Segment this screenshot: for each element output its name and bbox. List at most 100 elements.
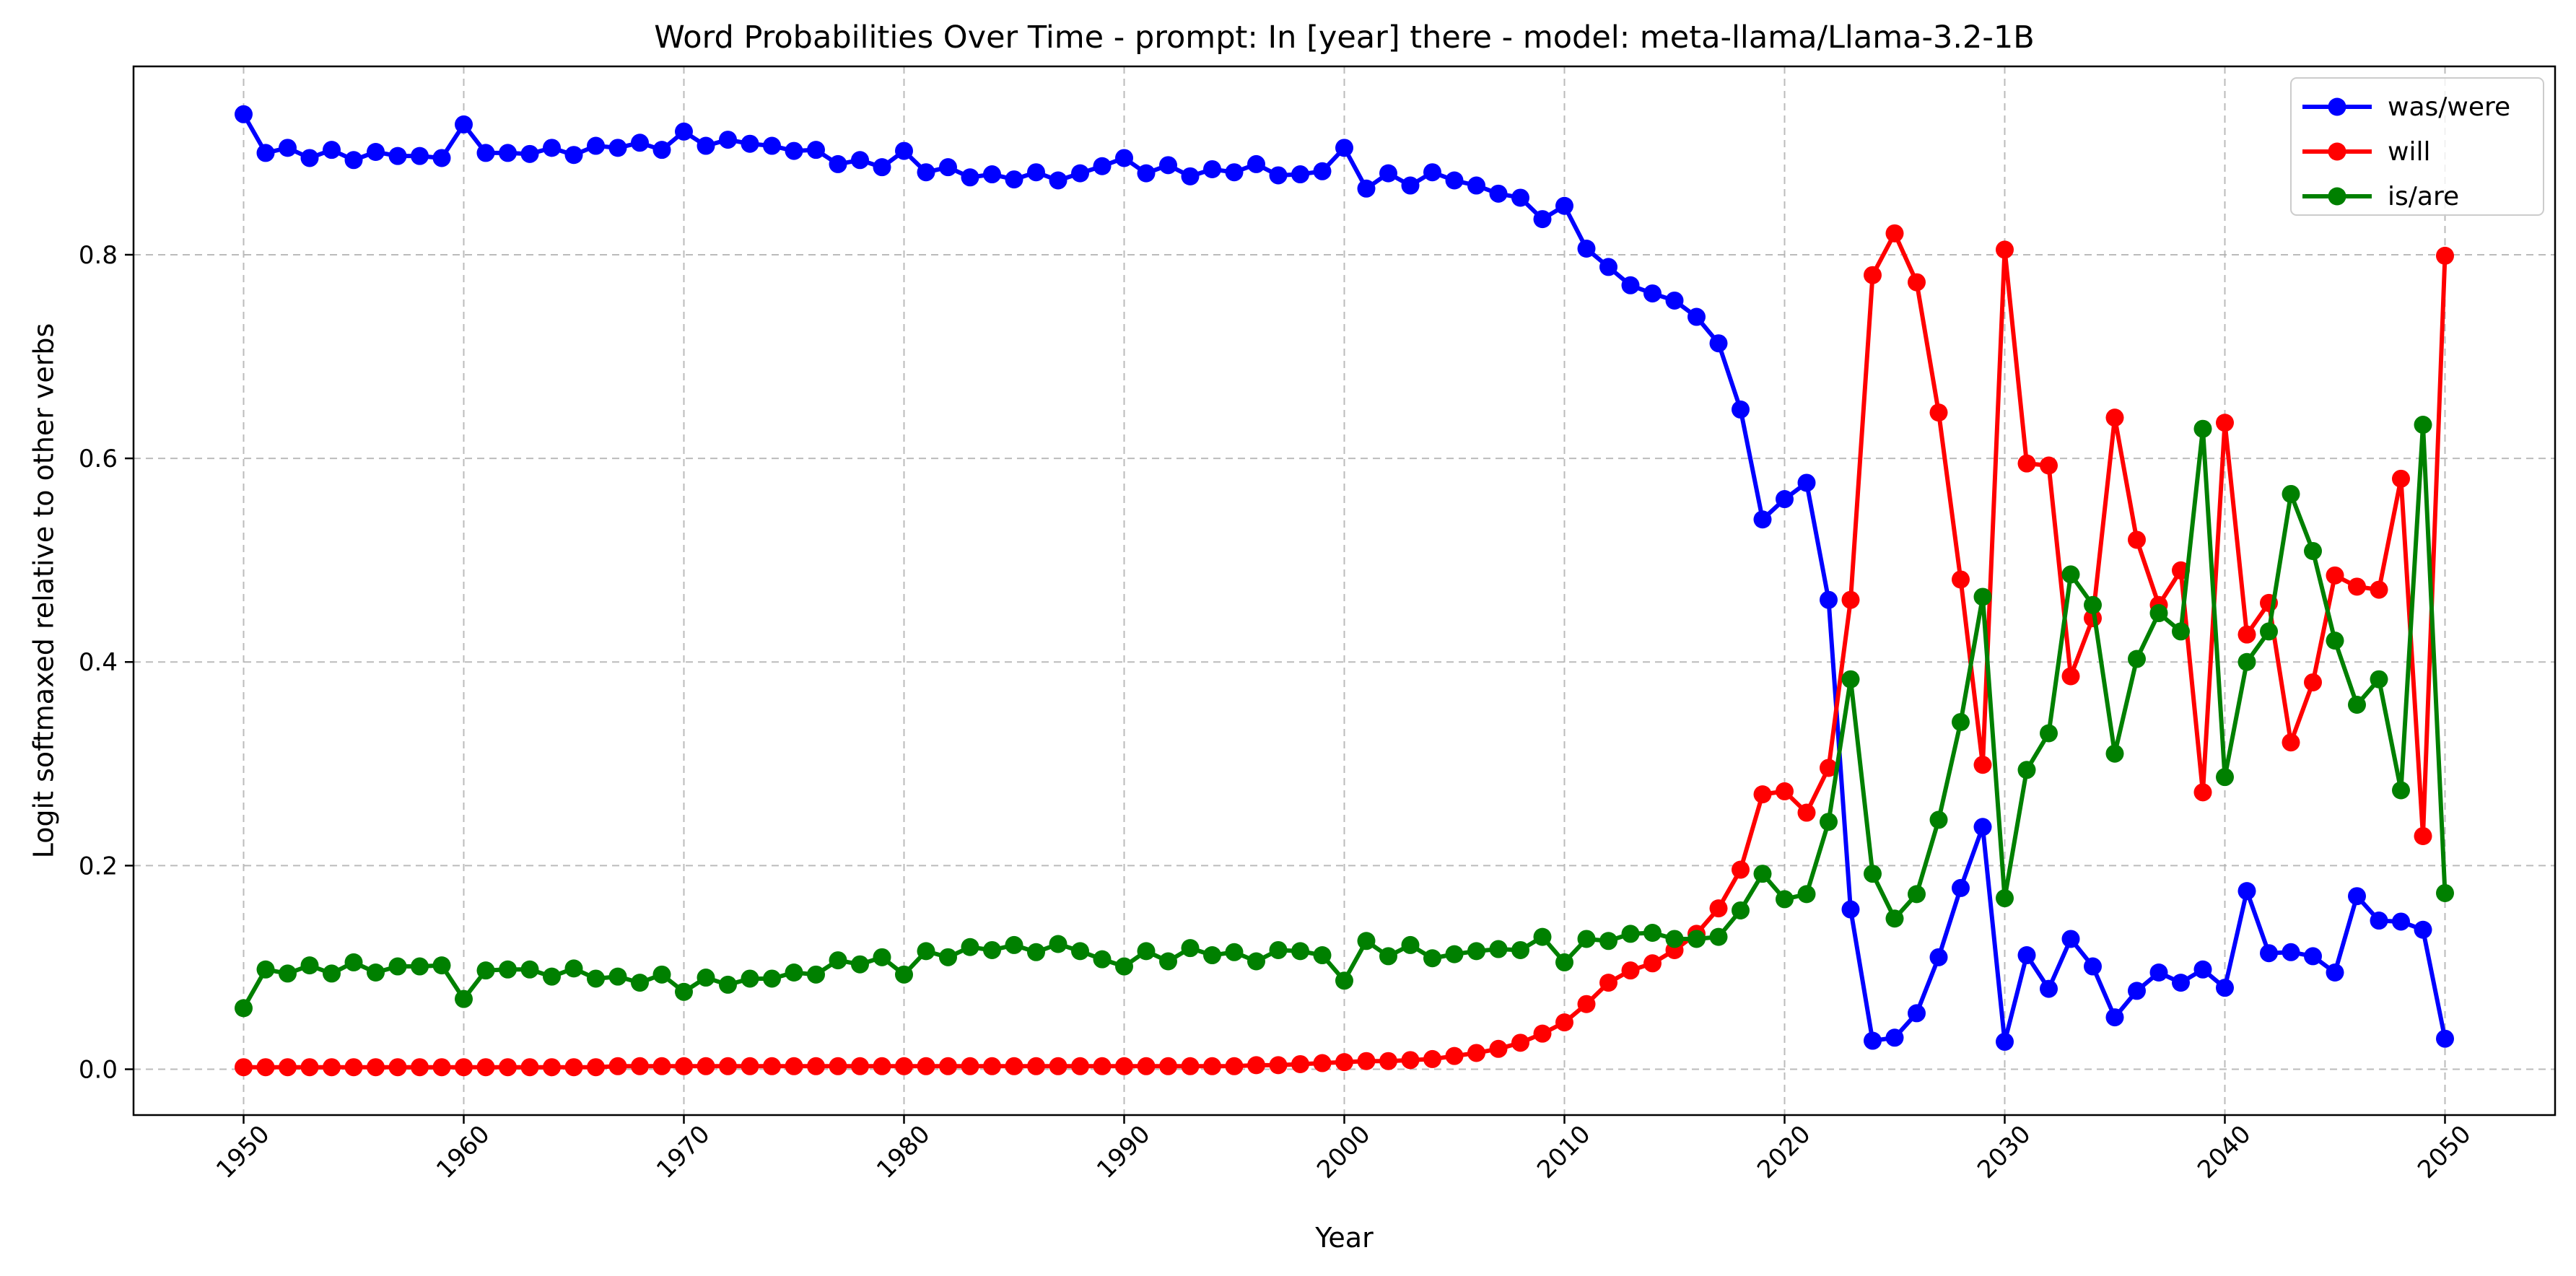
data-point-will bbox=[279, 1058, 297, 1077]
data-point-is-are bbox=[1093, 950, 1112, 969]
data-point-will bbox=[2326, 566, 2344, 585]
data-point-was-were bbox=[235, 105, 253, 123]
data-point-will bbox=[2414, 826, 2432, 845]
data-point-was-were bbox=[1952, 878, 1970, 897]
data-point-will bbox=[939, 1057, 957, 1075]
x-axis-label: Year bbox=[1314, 1222, 1374, 1254]
data-point-is-are bbox=[388, 957, 407, 976]
legend-marker bbox=[2328, 97, 2346, 116]
data-point-will bbox=[1093, 1057, 1112, 1075]
legend: was/were will is/are bbox=[2290, 77, 2544, 216]
data-point-was-were bbox=[1732, 400, 1750, 419]
data-point-is-are bbox=[917, 942, 935, 961]
grid-lines bbox=[134, 66, 2555, 1115]
data-point-is-are bbox=[675, 982, 693, 1001]
data-point-was-were bbox=[279, 139, 297, 157]
data-point-is-are bbox=[2040, 724, 2058, 743]
data-point-will bbox=[741, 1057, 759, 1075]
data-point-will bbox=[1820, 759, 1838, 777]
data-point-is-are bbox=[1423, 949, 1441, 968]
data-point-was-were bbox=[1776, 490, 1794, 509]
data-point-is-are bbox=[2193, 419, 2212, 438]
data-point-is-are bbox=[1269, 940, 1288, 959]
data-point-was-were bbox=[300, 149, 319, 167]
data-point-will bbox=[1335, 1053, 1353, 1072]
data-point-will bbox=[235, 1058, 253, 1077]
data-point-is-are bbox=[983, 940, 1001, 959]
data-point-is-are bbox=[785, 963, 803, 982]
data-point-is-are bbox=[367, 963, 385, 982]
data-point-will bbox=[1511, 1034, 1529, 1052]
data-point-will bbox=[1996, 240, 2014, 259]
data-point-will bbox=[1864, 266, 1882, 284]
data-point-was-were bbox=[1688, 307, 1706, 326]
data-point-is-are bbox=[1709, 927, 1728, 946]
data-point-was-were bbox=[1599, 258, 1617, 276]
data-point-will bbox=[2304, 673, 2322, 691]
data-point-will bbox=[1908, 273, 1926, 292]
data-point-was-were bbox=[411, 147, 429, 165]
data-point-is-are bbox=[2304, 541, 2322, 560]
data-point-will bbox=[608, 1057, 627, 1075]
data-point-is-are bbox=[1357, 932, 1376, 951]
data-point-is-are bbox=[939, 948, 957, 966]
data-point-will bbox=[2040, 456, 2058, 475]
data-point-will bbox=[851, 1057, 869, 1075]
data-point-is-are bbox=[2017, 761, 2036, 779]
data-point-was-were bbox=[1533, 210, 1552, 229]
data-point-will bbox=[2282, 733, 2300, 752]
data-point-will bbox=[807, 1057, 825, 1075]
data-point-was-were bbox=[564, 146, 583, 165]
legend-label: is/are bbox=[2388, 182, 2459, 211]
y-tick-label: 0.6 bbox=[79, 445, 118, 473]
data-point-is-are bbox=[807, 965, 825, 984]
data-point-is-are bbox=[1753, 865, 1772, 883]
data-point-was-were bbox=[2348, 887, 2366, 906]
data-point-will bbox=[2370, 580, 2388, 599]
legend-box bbox=[2290, 77, 2544, 216]
data-point-will bbox=[2017, 454, 2036, 473]
data-point-was-were bbox=[587, 136, 605, 155]
data-point-is-are bbox=[895, 965, 913, 984]
legend-label: will bbox=[2388, 137, 2430, 167]
data-point-is-are bbox=[2326, 632, 2344, 650]
data-point-will bbox=[1973, 756, 1992, 774]
data-point-was-were bbox=[476, 144, 495, 162]
data-point-will bbox=[1379, 1052, 1397, 1070]
data-point-is-are bbox=[1952, 712, 1970, 731]
data-point-is-are bbox=[1908, 885, 1926, 904]
data-point-is-are bbox=[279, 964, 297, 983]
data-point-will bbox=[1225, 1057, 1244, 1075]
data-point-is-are bbox=[1247, 952, 1265, 971]
data-point-was-were bbox=[1929, 948, 1948, 966]
data-point-is-are bbox=[2370, 670, 2388, 689]
data-point-will bbox=[895, 1057, 913, 1075]
data-point-is-are bbox=[1203, 946, 1221, 965]
data-point-is-are bbox=[961, 938, 979, 956]
data-point-will bbox=[1885, 224, 1904, 242]
data-point-was-were bbox=[1313, 162, 1332, 180]
data-point-was-were bbox=[2084, 957, 2102, 976]
data-point-is-are bbox=[1137, 942, 1156, 961]
data-point-was-were bbox=[2216, 979, 2234, 997]
data-point-was-were bbox=[1996, 1032, 2014, 1051]
data-point-will bbox=[1027, 1057, 1045, 1075]
data-point-is-are bbox=[763, 969, 781, 988]
data-point-was-were bbox=[851, 151, 869, 170]
data-point-is-are bbox=[1732, 901, 1750, 919]
data-point-will bbox=[499, 1058, 517, 1077]
data-point-was-were bbox=[1027, 163, 1045, 182]
data-point-will bbox=[1291, 1054, 1309, 1073]
data-point-is-are bbox=[1313, 946, 1332, 965]
data-point-is-are bbox=[235, 999, 253, 1018]
data-point-was-were bbox=[631, 134, 649, 152]
data-point-was-were bbox=[2326, 963, 2344, 982]
data-point-was-were bbox=[1753, 510, 1772, 529]
data-point-was-were bbox=[1577, 240, 1596, 258]
data-point-is-are bbox=[300, 956, 319, 975]
data-point-will bbox=[675, 1057, 693, 1075]
data-point-is-are bbox=[587, 969, 605, 988]
data-point-was-were bbox=[917, 163, 935, 182]
data-point-was-were bbox=[1665, 291, 1684, 310]
y-tick-label: 0.0 bbox=[79, 1056, 118, 1085]
